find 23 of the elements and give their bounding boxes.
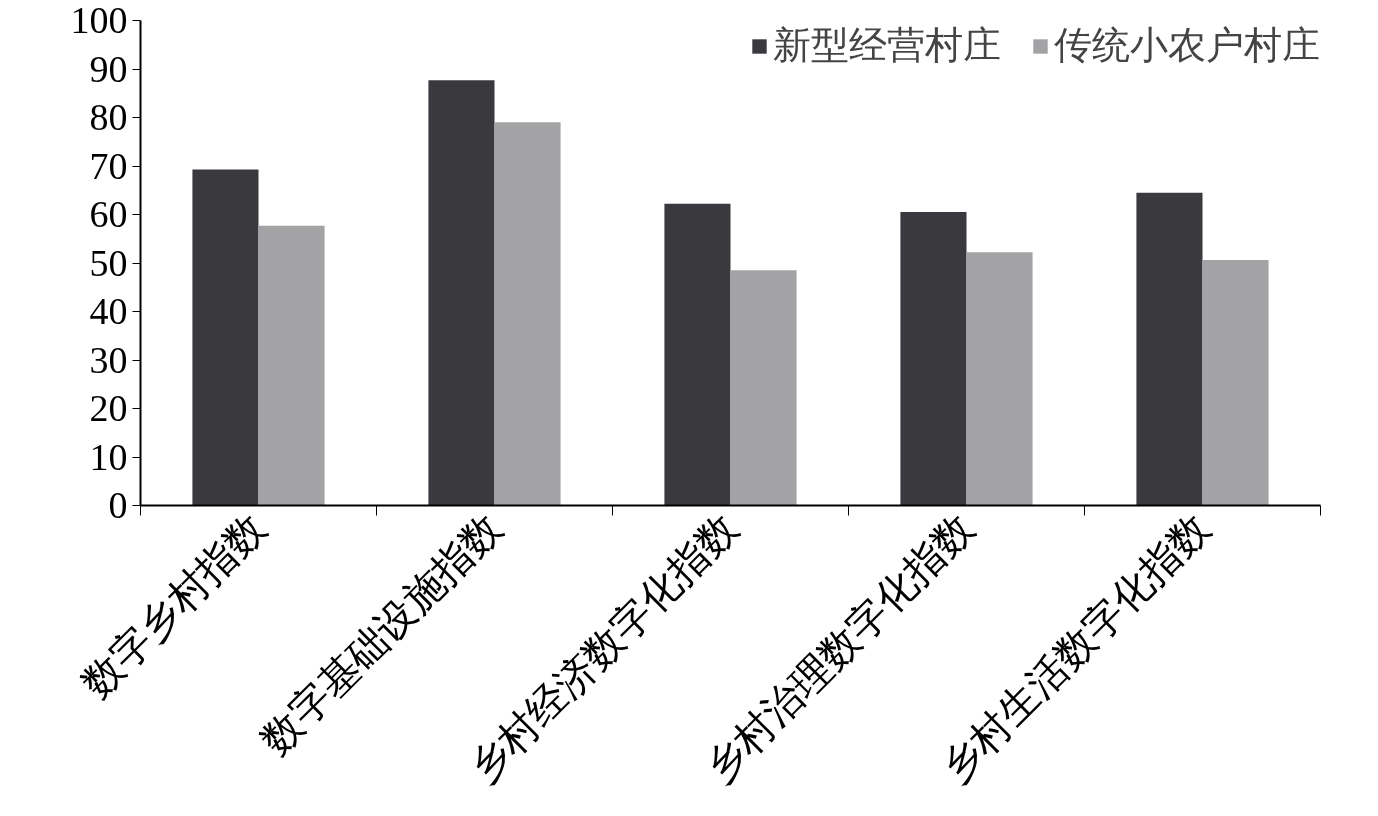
y-tick-label: 80 (89, 96, 128, 138)
bar (192, 169, 259, 506)
y-tick-label: 90 (89, 47, 128, 90)
bar (494, 122, 561, 506)
y-tick-label: 100 (70, 0, 128, 41)
bar (900, 212, 967, 506)
y-tick-label: 70 (89, 144, 128, 187)
legend-label: 传统小农户村庄 (1054, 22, 1320, 69)
bar (1136, 192, 1203, 506)
legend-label: 新型经营村庄 (773, 22, 1001, 69)
bar (966, 252, 1033, 506)
y-tick-label: 50 (89, 241, 128, 284)
y-tick-label: 0 (108, 484, 128, 526)
y-tick-label: 60 (89, 193, 128, 235)
bar (258, 225, 325, 506)
bar (1202, 260, 1269, 506)
y-tick-label: 20 (89, 387, 128, 429)
bar (664, 203, 731, 506)
bar (428, 80, 495, 506)
bar (730, 270, 797, 506)
y-tick-label: 10 (89, 435, 128, 478)
y-tick-label: 40 (89, 290, 128, 332)
y-tick-label: 30 (89, 338, 128, 381)
